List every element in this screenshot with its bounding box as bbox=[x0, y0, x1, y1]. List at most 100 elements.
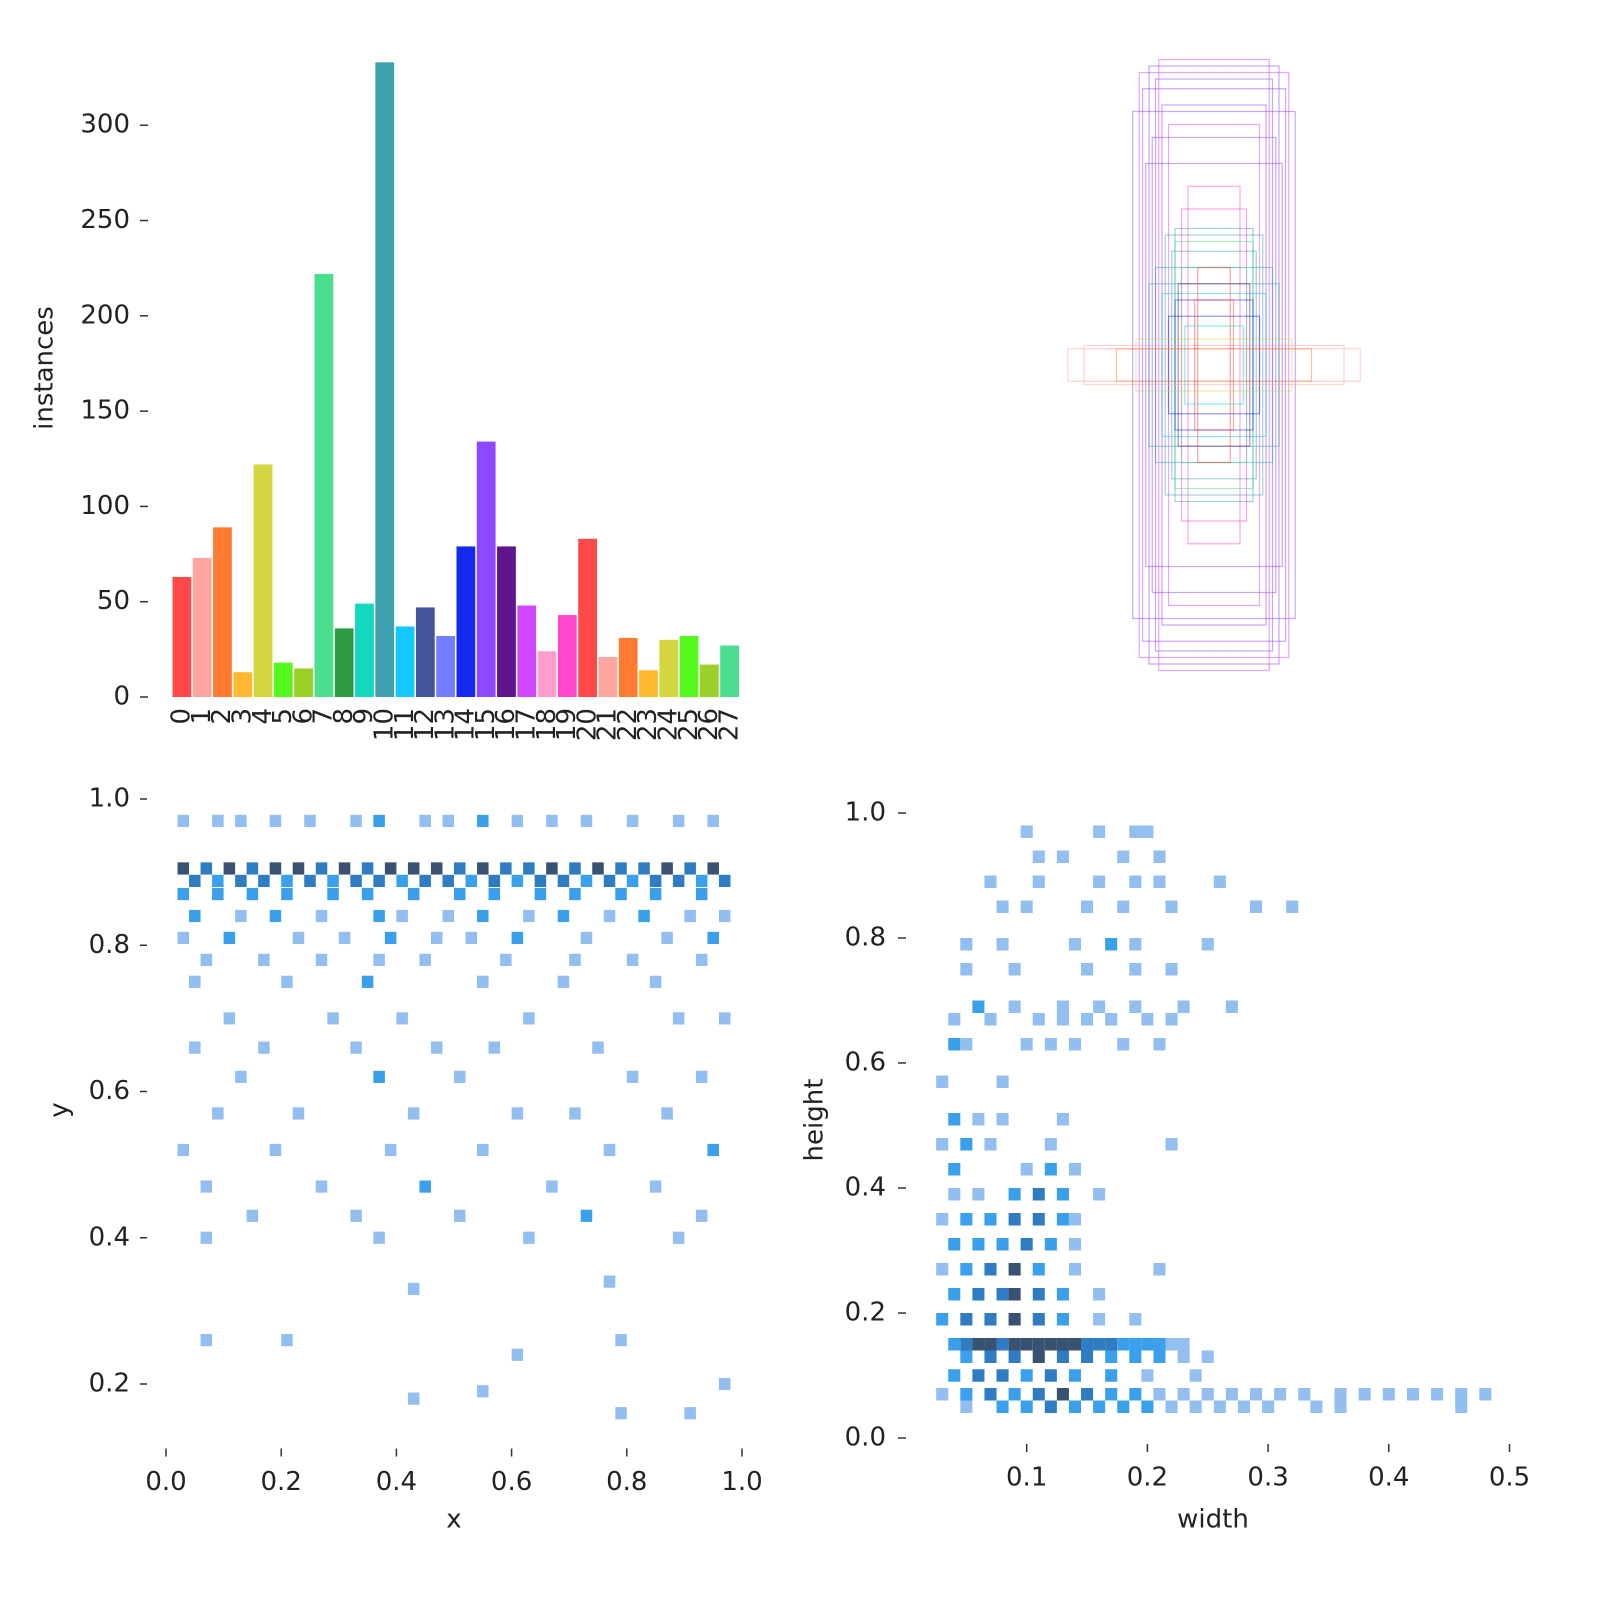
heat-cell bbox=[592, 1041, 604, 1054]
heat-cell bbox=[960, 963, 973, 976]
heat-cell bbox=[1093, 825, 1106, 838]
heat-cell bbox=[1479, 1388, 1492, 1401]
x-tick-label: 16 bbox=[491, 708, 521, 741]
bar bbox=[273, 662, 293, 697]
bar bbox=[557, 615, 577, 697]
x-tick-label: 0.4 bbox=[376, 1467, 417, 1497]
heat-cell bbox=[1105, 1350, 1118, 1363]
x-tick-label: 19 bbox=[552, 708, 582, 741]
heat-cell bbox=[511, 874, 524, 888]
heat-cell bbox=[1105, 938, 1118, 951]
heat-cell bbox=[327, 874, 339, 888]
heat-cell bbox=[672, 874, 685, 888]
heat-cell bbox=[189, 975, 201, 988]
label-box bbox=[1148, 283, 1280, 447]
heat-cell bbox=[1298, 1388, 1311, 1401]
heat-cell bbox=[1032, 1288, 1045, 1301]
heat-cell bbox=[327, 1012, 339, 1025]
heat-cell bbox=[972, 1000, 985, 1013]
x-tick-label: 9 bbox=[349, 708, 379, 725]
bar bbox=[699, 664, 719, 697]
heat-cell bbox=[1177, 1388, 1190, 1401]
heat-cell bbox=[1068, 1038, 1082, 1051]
heat-cell bbox=[350, 1209, 362, 1222]
heat-cell bbox=[1068, 1163, 1082, 1176]
heat-cell bbox=[580, 874, 593, 888]
heat-cell bbox=[1056, 1388, 1069, 1401]
heat-cell bbox=[661, 862, 673, 875]
heat-cell bbox=[477, 909, 489, 923]
heat-cell bbox=[718, 909, 731, 923]
heat-cell bbox=[996, 900, 1009, 913]
heat-cell bbox=[1056, 1213, 1069, 1226]
heat-cell bbox=[996, 938, 1009, 951]
label-box bbox=[1158, 58, 1270, 672]
heat-cell bbox=[1249, 900, 1263, 913]
heat-cell bbox=[1056, 1000, 1069, 1013]
heat-cell bbox=[996, 1075, 1009, 1088]
bar bbox=[436, 636, 455, 697]
heat-cell bbox=[1044, 1238, 1057, 1251]
heat-cell bbox=[361, 887, 374, 901]
heat-cell bbox=[511, 931, 524, 945]
label-box bbox=[1197, 266, 1231, 464]
heat-cell bbox=[177, 1143, 190, 1157]
heat-cell bbox=[996, 1338, 1009, 1351]
bar bbox=[659, 639, 679, 697]
heat-cell bbox=[1237, 1400, 1250, 1413]
heat-cell bbox=[269, 1143, 282, 1157]
heat-cell bbox=[1068, 1369, 1082, 1382]
heat-cell bbox=[338, 931, 351, 945]
label-box bbox=[1161, 292, 1267, 438]
heat-cell bbox=[177, 887, 190, 901]
heat-cell bbox=[315, 953, 328, 966]
x-tick-label: 22 bbox=[613, 708, 643, 741]
heat-cell bbox=[1225, 1388, 1238, 1401]
heat-cell bbox=[1008, 1188, 1021, 1201]
heat-cell bbox=[948, 1369, 961, 1382]
heat-cell bbox=[626, 1070, 639, 1083]
heat-cell bbox=[1008, 1388, 1021, 1401]
heat-cell bbox=[661, 931, 673, 945]
label-box bbox=[1141, 88, 1287, 642]
heat-cell bbox=[649, 887, 662, 901]
y-tick-label: 0 bbox=[113, 682, 130, 712]
heat-cell bbox=[638, 909, 650, 923]
heat-cell bbox=[672, 1231, 685, 1244]
heat-cell bbox=[1334, 1400, 1347, 1413]
heat-cell bbox=[465, 874, 478, 888]
heat-cell bbox=[1310, 1400, 1323, 1413]
heat-cell bbox=[1153, 1038, 1166, 1051]
heat-cell bbox=[626, 874, 639, 888]
heat-cell bbox=[661, 1107, 673, 1120]
heat-cell bbox=[615, 1407, 627, 1420]
bar bbox=[213, 527, 232, 697]
heat-cell bbox=[1020, 1163, 1033, 1176]
heat-cell bbox=[638, 862, 650, 875]
heat-cell bbox=[972, 1369, 985, 1382]
bar bbox=[355, 603, 374, 697]
label-box bbox=[1151, 136, 1277, 594]
x-tick-label: 21 bbox=[593, 708, 623, 741]
heat-cell bbox=[569, 953, 581, 966]
heat-cell bbox=[281, 1334, 293, 1347]
heat-cell bbox=[1105, 1369, 1118, 1382]
x-tick-label: 13 bbox=[430, 708, 460, 741]
label-box bbox=[1145, 162, 1283, 568]
bar bbox=[395, 626, 415, 697]
heat-cell bbox=[569, 1107, 581, 1120]
heat-cell bbox=[936, 1213, 949, 1226]
heat-cell bbox=[684, 862, 696, 875]
heat-cell bbox=[200, 953, 213, 966]
label-box bbox=[1174, 240, 1254, 490]
heat-cell bbox=[615, 1334, 627, 1347]
heat-cell bbox=[569, 887, 581, 901]
heat-cell bbox=[407, 1392, 420, 1405]
y-tick-label: 0.2 bbox=[845, 1298, 886, 1328]
heat-cell bbox=[1008, 1338, 1021, 1351]
heat-cell bbox=[1105, 1388, 1118, 1401]
heat-cell bbox=[430, 931, 443, 945]
heat-cell bbox=[603, 874, 616, 888]
bar bbox=[578, 538, 597, 697]
bar bbox=[375, 62, 395, 697]
